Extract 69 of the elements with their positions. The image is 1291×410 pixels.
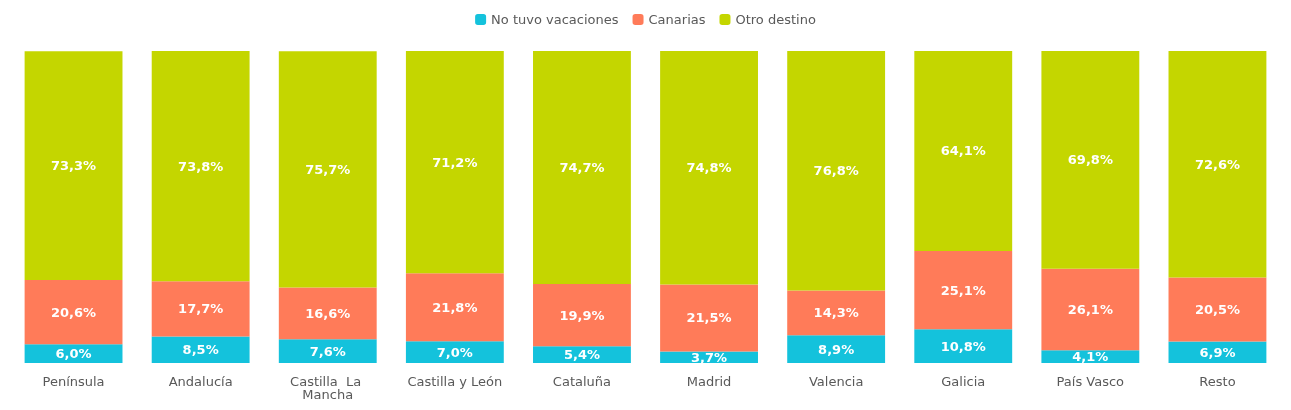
x-tick-label: Cataluña <box>552 374 612 389</box>
data-label: 20,6% <box>51 304 97 320</box>
data-label: 6,0% <box>55 346 92 362</box>
bar <box>533 284 631 347</box>
data-label: 8,5% <box>182 342 219 358</box>
bar <box>151 336 250 363</box>
data-label: 16,6% <box>305 305 351 321</box>
legend-label: Otro destino <box>735 12 816 27</box>
data-label: 72,6% <box>1194 156 1240 172</box>
data-label: 76,8% <box>813 163 859 179</box>
bar <box>1168 277 1267 342</box>
bar <box>278 339 377 363</box>
bar <box>278 287 377 340</box>
x-tick-label: Madrid <box>686 374 732 389</box>
data-label: 74,7% <box>559 160 605 176</box>
bar <box>787 335 886 363</box>
data-label: 64,1% <box>940 143 986 159</box>
data-label: 6,9% <box>1199 344 1236 360</box>
bar <box>1041 51 1140 269</box>
bar <box>24 280 123 345</box>
bar <box>1168 341 1267 363</box>
bar <box>660 284 758 352</box>
data-label: 7,0% <box>436 344 473 360</box>
x-tick-label: Castilla y León <box>407 374 503 389</box>
data-label: 25,1% <box>940 282 986 298</box>
data-label: 8,9% <box>818 341 855 357</box>
data-label: 21,8% <box>432 299 478 315</box>
bar <box>533 51 631 285</box>
x-tick-label: Galicia <box>941 374 986 389</box>
x-tick-label: Castilla La Mancha <box>290 374 366 402</box>
bar <box>24 51 123 281</box>
bar <box>278 51 377 288</box>
bar <box>787 51 886 291</box>
x-tick-label: Valencia <box>808 374 864 389</box>
data-label: 3,7% <box>691 349 728 365</box>
bar <box>660 51 758 285</box>
x-tick-label: Andalucía <box>168 374 233 389</box>
bar <box>151 281 250 337</box>
data-label: 73,8% <box>178 158 224 174</box>
bar <box>914 51 1013 251</box>
data-label: 26,1% <box>1067 301 1113 317</box>
data-label: 20,5% <box>1194 301 1240 317</box>
bar <box>914 329 1013 363</box>
bar <box>151 51 250 282</box>
x-tick-label: País Vasco <box>1056 374 1125 389</box>
data-label: 14,3% <box>813 305 859 321</box>
data-label: 21,5% <box>686 310 732 326</box>
legend-label: Canarias <box>648 12 706 27</box>
data-label: 17,7% <box>178 301 224 317</box>
bar <box>914 250 1013 330</box>
data-label: 5,4% <box>563 347 600 363</box>
data-label: 10,8% <box>940 338 986 354</box>
bar <box>1168 51 1267 278</box>
bar <box>1041 268 1140 351</box>
data-label: 19,9% <box>559 307 605 323</box>
x-tick-label: Resto <box>1199 374 1236 389</box>
bar <box>787 290 886 336</box>
data-label: 7,6% <box>309 343 346 359</box>
x-tick-label: Península <box>42 374 105 389</box>
bar <box>405 273 504 342</box>
bar <box>405 51 504 274</box>
data-label: 4,1% <box>1072 349 1109 365</box>
data-label: 74,8% <box>686 160 732 176</box>
data-label: 71,2% <box>432 154 478 170</box>
legend-label: No tuvo vacaciones <box>491 12 619 27</box>
data-label: 69,8% <box>1067 152 1113 168</box>
data-label: 75,7% <box>305 161 351 177</box>
data-label: 73,3% <box>51 158 97 174</box>
bar <box>405 341 504 363</box>
